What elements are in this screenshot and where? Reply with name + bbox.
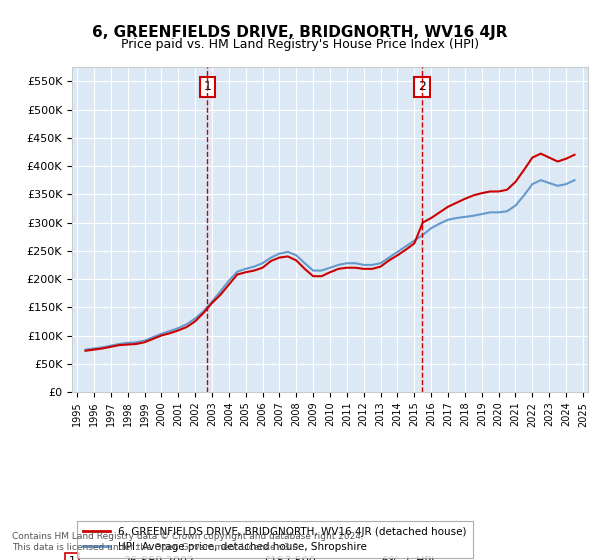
Text: 1: 1 xyxy=(68,556,76,560)
Text: £157,500: £157,500 xyxy=(263,556,316,560)
Legend: 6, GREENFIELDS DRIVE, BRIDGNORTH, WV16 4JR (detached house), HPI: Average price,: 6, GREENFIELDS DRIVE, BRIDGNORTH, WV16 4… xyxy=(77,521,473,558)
Text: Price paid vs. HM Land Registry's House Price Index (HPI): Price paid vs. HM Land Registry's House … xyxy=(121,38,479,51)
Text: 2: 2 xyxy=(418,81,426,94)
Text: 6, GREENFIELDS DRIVE, BRIDGNORTH, WV16 4JR: 6, GREENFIELDS DRIVE, BRIDGNORTH, WV16 4… xyxy=(92,25,508,40)
Text: 26-SEP-2002: 26-SEP-2002 xyxy=(124,556,194,560)
Text: Contains HM Land Registry data © Crown copyright and database right 2024.
This d: Contains HM Land Registry data © Crown c… xyxy=(12,532,364,552)
Text: 1: 1 xyxy=(203,81,211,94)
Text: 6% ↓ HPI: 6% ↓ HPI xyxy=(382,556,434,560)
